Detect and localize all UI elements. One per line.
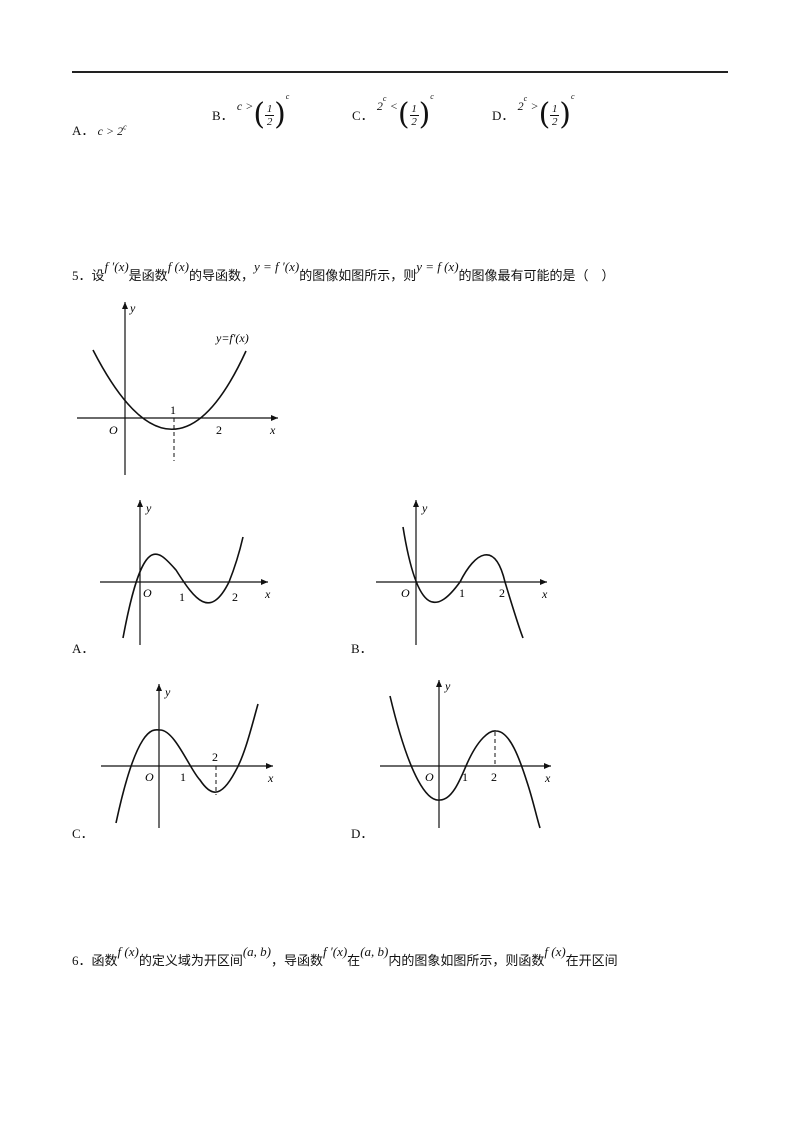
question-number: 5．	[72, 268, 92, 283]
tick-label-1: 1	[180, 770, 186, 784]
math-expression: f (x)	[167, 259, 189, 274]
x-axis-label: x	[269, 423, 276, 437]
option-expression: 2	[376, 98, 383, 113]
math-expression: f ′(x)	[323, 944, 348, 959]
option-exponent: c	[430, 91, 434, 101]
origin-label: O	[425, 770, 434, 784]
tick-label-2: 2	[216, 423, 222, 437]
math-expression: f (x)	[544, 944, 566, 959]
curve-label: y=f′(x)	[215, 331, 249, 345]
origin-label: O	[143, 586, 152, 600]
fraction-numerator: 1	[266, 102, 273, 115]
option-graph-a: y O 1 2 x	[100, 500, 271, 645]
option-exponent: c	[285, 91, 290, 101]
fraction-denominator: 2	[411, 115, 417, 128]
stem-text: 是函数	[128, 268, 168, 283]
graph-a-label: A．	[72, 641, 95, 656]
tick-label-1: 1	[459, 586, 465, 600]
option-label: B．	[212, 107, 234, 123]
fraction-numerator: 1	[552, 102, 558, 115]
q4-option-b: B． c >(1 2)c	[212, 91, 290, 132]
option-exponent: c	[523, 93, 528, 103]
tick-label-2: 2	[499, 586, 505, 600]
function-curve	[389, 695, 541, 829]
option-exponent: c	[123, 122, 127, 132]
math-expression: y = f ′(x)	[254, 259, 300, 274]
origin-label: O	[401, 586, 410, 600]
math-expression: f (x)	[117, 944, 139, 959]
x-axis-label: x	[267, 771, 274, 785]
option-graph-c: y O 1 2 x	[101, 684, 274, 828]
stem-text: 函数	[91, 953, 118, 968]
tick-label-2: 2	[212, 750, 218, 764]
function-curve	[115, 703, 259, 824]
tick-label-1: 1	[462, 770, 468, 784]
q6-stem: 6．函数f (x)的定义域为开区间(a, b)，导函数f ′(x)在(a, b)…	[72, 944, 618, 969]
graph-c-label: C．	[72, 826, 94, 841]
x-axis-label: x	[264, 587, 271, 601]
option-exponent: c	[571, 91, 575, 101]
math-expression: y = f (x)	[416, 259, 459, 274]
function-curve	[402, 526, 524, 639]
fraction-denominator: 2	[266, 115, 273, 128]
graph-b-label: B．	[351, 641, 373, 656]
fraction-numerator: 1	[411, 102, 417, 115]
stem-text: 的定义域为开区间	[138, 953, 243, 968]
origin-label: O	[145, 770, 154, 784]
function-curve	[122, 536, 244, 639]
y-axis-label: y	[145, 501, 152, 515]
q4-option-a: A． c > 2c	[72, 120, 127, 139]
option-expression: c >	[236, 98, 254, 113]
q4-option-d: D． 2c >(1 2)c	[492, 91, 575, 132]
q4-option-c: C． 2c <(1 2)c	[352, 91, 434, 132]
stem-text: 内的图象如图所示，则函数	[388, 953, 545, 968]
stem-text: 的图像如图所示，则	[299, 268, 417, 283]
derivative-curve	[92, 349, 247, 430]
math-expression: f ′(x)	[104, 259, 129, 274]
x-axis-label: x	[544, 771, 551, 785]
option-label: A．	[72, 123, 95, 138]
stem-text: 在	[347, 953, 361, 968]
fraction-denominator: 2	[552, 115, 558, 128]
option-expression: c > 2	[97, 124, 124, 138]
option-label: D．	[492, 107, 515, 123]
stem-text: 的图像最有可能的是（ ）	[458, 268, 615, 283]
tick-label-2: 2	[232, 590, 238, 604]
stem-text: 设	[91, 268, 105, 283]
tick-label-1: 1	[170, 403, 176, 417]
option-graph-b: y O 1 2 x	[376, 500, 548, 645]
stem-text: 在开区间	[565, 953, 618, 968]
graph-d-label: D．	[351, 826, 374, 841]
q5-stem: 5．设f ′(x)是函数f (x)的导函数，y = f ′(x)的图像如图所示，…	[72, 259, 615, 284]
derivative-graph: y y=f′(x) 1 2 O x	[77, 301, 278, 475]
y-axis-label: y	[164, 685, 171, 699]
x-axis-label: x	[541, 587, 548, 601]
option-label: C．	[352, 107, 374, 123]
tick-label-2: 2	[491, 770, 497, 784]
y-axis-label: y	[444, 679, 451, 693]
y-axis-label: y	[129, 301, 136, 315]
origin-label: O	[109, 423, 118, 437]
math-expression: (a, b)	[242, 944, 272, 959]
option-exponent: c	[382, 93, 387, 103]
tick-label-1: 1	[179, 590, 185, 604]
question-number: 6．	[72, 953, 92, 968]
stem-text: ，导函数	[271, 953, 324, 968]
stem-text: 的导函数，	[188, 268, 254, 283]
header-rule	[72, 71, 728, 73]
option-graph-d: y O 1 2 x	[380, 679, 551, 829]
option-expression: 2	[517, 98, 524, 113]
y-axis-label: y	[421, 501, 428, 515]
math-expression: (a, b)	[360, 944, 389, 959]
option-relation: <	[389, 98, 398, 113]
option-relation: >	[530, 98, 539, 113]
